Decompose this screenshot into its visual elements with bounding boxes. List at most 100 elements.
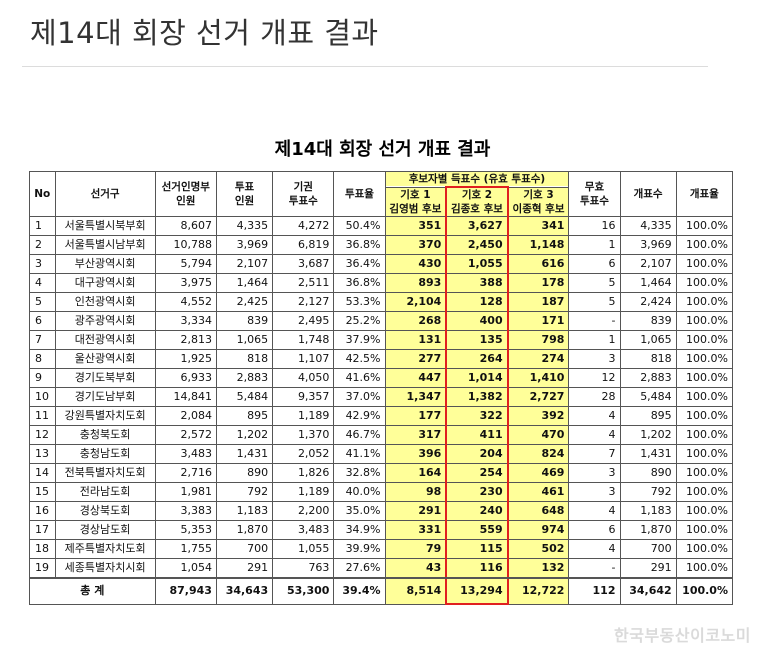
total-label: 총 계	[29, 577, 156, 605]
cell-candidate-2: 115	[445, 539, 509, 559]
table-row: 12 충청북도회 2,572 1,202 1,370 46.7% 317 411 470 4 1,2…	[29, 425, 734, 445]
cell-votes: 3,969	[215, 235, 274, 255]
cell-abstain: 3,483	[272, 520, 335, 540]
cell-abstain: 4,050	[272, 368, 335, 388]
table-row: 8 울산광역시회 1,925 818 1,107 42.5% 277 264 274 3 818 10…	[29, 349, 734, 369]
cell-turnout: 42.9%	[333, 406, 386, 426]
cell-candidate-3: 132	[507, 558, 570, 579]
cell-no: 2	[29, 235, 56, 255]
cell-no: 13	[29, 444, 56, 464]
cell-candidate-3: 461	[507, 482, 570, 502]
cell-counted: 2,107	[619, 254, 677, 274]
cell-invalid: 4	[568, 539, 621, 559]
table-row: 2 서울특별시남부회 10,788 3,969 6,819 36.8% 370 2,450 1,…	[29, 235, 734, 255]
cell-counted: 1,464	[619, 273, 677, 293]
cell-no: 1	[29, 216, 56, 236]
table-row: 18 제주특별자치도회 1,755 700 1,055 39.9% 79 115 502 4 700…	[29, 539, 734, 559]
cell-count-rate: 100.0%	[675, 216, 734, 236]
table-row: 11 강원특별자치도회 2,084 895 1,189 42.9% 177 322 392 4 89…	[29, 406, 734, 426]
cell-abstain: 3,687	[272, 254, 335, 274]
table-row: 5 인천광역시회 4,552 2,425 2,127 53.3% 2,104 128 187 5 2…	[29, 292, 734, 312]
cell-roster: 1,981	[154, 482, 217, 502]
cell-counted: 291	[619, 558, 677, 579]
cell-abstain: 2,511	[272, 273, 335, 293]
cell-votes: 2,425	[215, 292, 274, 312]
cell-votes: 1,202	[215, 425, 274, 445]
cell-invalid: 7	[568, 444, 621, 464]
cell-turnout: 39.9%	[333, 539, 386, 559]
cell-count-rate: 100.0%	[675, 235, 734, 255]
total-cell-abstain: 53,300	[272, 577, 335, 605]
header-candidate-1: 기호 1 김영범 후보	[384, 186, 447, 217]
cell-candidate-3: 341	[507, 216, 570, 236]
cell-turnout: 32.8%	[333, 463, 386, 483]
cell-counted: 1,870	[619, 520, 677, 540]
cell-invalid: 3	[568, 482, 621, 502]
cell-votes: 818	[215, 349, 274, 369]
table-row: 1 서울특별시북부회 8,607 4,335 4,272 50.4% 351 3,627 341…	[29, 216, 734, 236]
cell-no: 19	[29, 558, 56, 579]
cell-counted: 1,183	[619, 501, 677, 521]
total-cell-counted: 34,642	[619, 577, 677, 605]
cell-votes: 2,883	[215, 368, 274, 388]
cell-candidate-1: 2,104	[384, 292, 447, 312]
cell-turnout: 25.2%	[333, 311, 386, 331]
table-row: 19 세종특별자치시회 1,054 291 763 27.6% 43 116 132-291 10…	[29, 558, 734, 579]
cell-candidate-2: 135	[445, 330, 509, 350]
cell-district: 경기도남부회	[54, 387, 156, 407]
total-cell-candidate-3: 12,722	[507, 577, 570, 605]
cell-invalid: 1	[568, 235, 621, 255]
cell-candidate-3: 648	[507, 501, 570, 521]
cell-invalid: -	[568, 558, 621, 579]
cell-no: 6	[29, 311, 56, 331]
cell-district: 서울특별시남부회	[54, 235, 156, 255]
cell-candidate-1: 447	[384, 368, 447, 388]
cell-roster: 3,383	[154, 501, 217, 521]
cell-turnout: 36.4%	[333, 254, 386, 274]
total-cell-votes: 34,643	[215, 577, 274, 605]
cell-candidate-3: 178	[507, 273, 570, 293]
cell-district: 경상북도회	[54, 501, 156, 521]
header-candidate-group: 후보자별 득표수 (유효 투표수)	[384, 171, 570, 188]
cell-no: 11	[29, 406, 56, 426]
cell-candidate-3: 502	[507, 539, 570, 559]
cell-votes: 4,335	[215, 216, 274, 236]
cell-roster: 4,552	[154, 292, 217, 312]
cell-candidate-1: 177	[384, 406, 447, 426]
cell-turnout: 36.8%	[333, 273, 386, 293]
cell-roster: 2,813	[154, 330, 217, 350]
cell-district: 울산광역시회	[54, 349, 156, 369]
header-no: No	[29, 171, 56, 217]
cell-candidate-2: 400	[445, 311, 509, 331]
cell-count-rate: 100.0%	[675, 520, 734, 540]
cell-roster: 1,054	[154, 558, 217, 579]
cell-candidate-2: 254	[445, 463, 509, 483]
cell-candidate-3: 1,148	[507, 235, 570, 255]
header-abstain: 기권 투표수	[272, 171, 335, 217]
cell-turnout: 41.6%	[333, 368, 386, 388]
cell-count-rate: 100.0%	[675, 330, 734, 350]
cell-candidate-2: 1,055	[445, 254, 509, 274]
cell-district: 충청북도회	[54, 425, 156, 445]
cell-votes: 890	[215, 463, 274, 483]
cell-no: 16	[29, 501, 56, 521]
cell-abstain: 4,272	[272, 216, 335, 236]
cell-abstain: 2,200	[272, 501, 335, 521]
cell-district: 강원특별자치도회	[54, 406, 156, 426]
cell-votes: 1,464	[215, 273, 274, 293]
cell-district: 부산광역시회	[54, 254, 156, 274]
header-roster: 선거인명부 인원	[154, 171, 217, 217]
cell-count-rate: 100.0%	[675, 292, 734, 312]
table-row: 7 대전광역시회 2,813 1,065 1,748 37.9% 131 135 798 1 1,0…	[29, 330, 734, 350]
cell-no: 10	[29, 387, 56, 407]
cell-candidate-1: 98	[384, 482, 447, 502]
cell-turnout: 35.0%	[333, 501, 386, 521]
cell-count-rate: 100.0%	[675, 463, 734, 483]
table-row: 9 경기도북부회 6,933 2,883 4,050 41.6% 447 1,014 1,410…	[29, 368, 734, 388]
cell-roster: 2,572	[154, 425, 217, 445]
cell-roster: 2,084	[154, 406, 217, 426]
cell-candidate-3: 616	[507, 254, 570, 274]
cell-candidate-1: 131	[384, 330, 447, 350]
cell-count-rate: 100.0%	[675, 254, 734, 274]
cell-candidate-2: 388	[445, 273, 509, 293]
